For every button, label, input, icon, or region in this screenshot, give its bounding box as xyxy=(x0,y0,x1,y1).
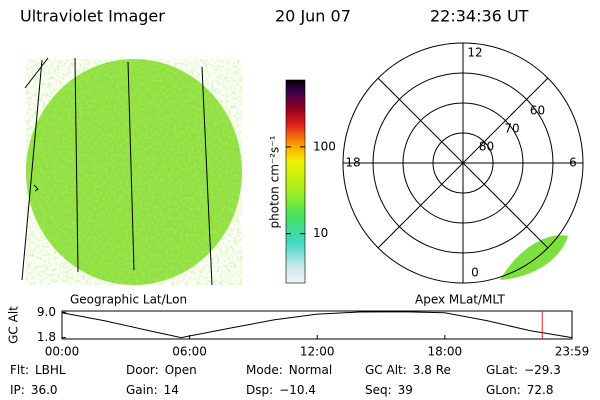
date: 20 Jun 07 xyxy=(275,7,351,26)
altitude-frame xyxy=(61,310,573,340)
field-label: GLat: xyxy=(486,363,518,377)
field-value: −10.4 xyxy=(279,383,316,397)
altitude-line xyxy=(61,311,573,339)
polar-label: Apex MLat/MLT xyxy=(415,293,505,307)
footer-field: GC Alt: 3.8 Re xyxy=(365,363,451,377)
field-label: IP: xyxy=(10,383,25,397)
auroral-region xyxy=(500,235,568,280)
lat-ring xyxy=(402,102,524,224)
footer-field: Mode: Normal xyxy=(246,363,332,377)
mlt-label: 0 xyxy=(471,266,479,280)
field-value: 14 xyxy=(164,383,179,397)
field-label: Flt: xyxy=(10,363,29,377)
lat-ring xyxy=(372,72,554,254)
x-tick-label: 12:00 xyxy=(300,345,335,359)
x-tick-label: 00:00 xyxy=(45,345,80,359)
field-label: Mode: xyxy=(246,363,283,377)
lat-label: 80 xyxy=(479,140,494,154)
field-label: GLon: xyxy=(486,383,521,397)
lat-label: 60 xyxy=(530,104,545,118)
field-label: Gain: xyxy=(126,383,158,397)
field-label: Dsp: xyxy=(246,383,273,397)
field-value: 72.8 xyxy=(527,383,554,397)
field-value: 39 xyxy=(398,383,413,397)
field-value: Open xyxy=(165,363,197,377)
field-value: 3.8 Re xyxy=(413,363,451,377)
colorbar-tick-label: 100 xyxy=(313,139,336,153)
field-value: 36.0 xyxy=(31,383,58,397)
field-value: Normal xyxy=(289,363,332,377)
footer-field: Gain: 14 xyxy=(126,383,179,397)
title: Ultraviolet Imager xyxy=(20,7,165,26)
footer: Flt: LBHL IP: 36.0 Door: Open Gain: 14 Mode: Norm… xyxy=(10,363,561,397)
footer-field: Flt: LBHL xyxy=(10,363,66,377)
field-value: −29.3 xyxy=(524,363,561,377)
colorbar xyxy=(285,79,306,284)
field-value: LBHL xyxy=(35,363,66,377)
footer-field: Dsp: −10.4 xyxy=(246,383,316,397)
polar-spoke xyxy=(377,77,549,249)
y-tick-label: 9.0 xyxy=(37,305,56,319)
lat-label: 70 xyxy=(504,122,519,136)
footer-field: GLat: −29.3 xyxy=(486,363,561,377)
colorbar-tick-label: 10 xyxy=(313,226,328,240)
x-tick-label: 06:00 xyxy=(172,345,207,359)
polar-plot xyxy=(342,42,584,284)
field-label: GC Alt: xyxy=(365,363,407,377)
field-label: Door: xyxy=(126,363,159,377)
x-tick-label: 23:59 xyxy=(555,345,590,359)
globe-image xyxy=(21,57,242,286)
lat-ring xyxy=(432,132,494,194)
y-tick-label: 1.8 xyxy=(37,330,56,344)
footer-field: Door: Open xyxy=(126,363,197,377)
time: 22:34:36 UT xyxy=(430,7,529,26)
mlt-label: 6 xyxy=(569,156,577,170)
colorbar-label: photon cm⁻²s⁻¹ xyxy=(268,135,282,228)
x-tick-label: 18:00 xyxy=(428,345,463,359)
footer-field: GLon: 72.8 xyxy=(486,383,553,397)
footer-field: IP: 36.0 xyxy=(10,383,58,397)
altitude-ylabel: GC Alt xyxy=(7,306,21,344)
globe-label: Geographic Lat/Lon xyxy=(70,293,187,307)
mlt-label: 12 xyxy=(467,46,482,60)
footer-field: Seq: 39 xyxy=(365,383,413,397)
mlt-label: 18 xyxy=(345,156,360,170)
field-label: Seq: xyxy=(365,383,392,397)
